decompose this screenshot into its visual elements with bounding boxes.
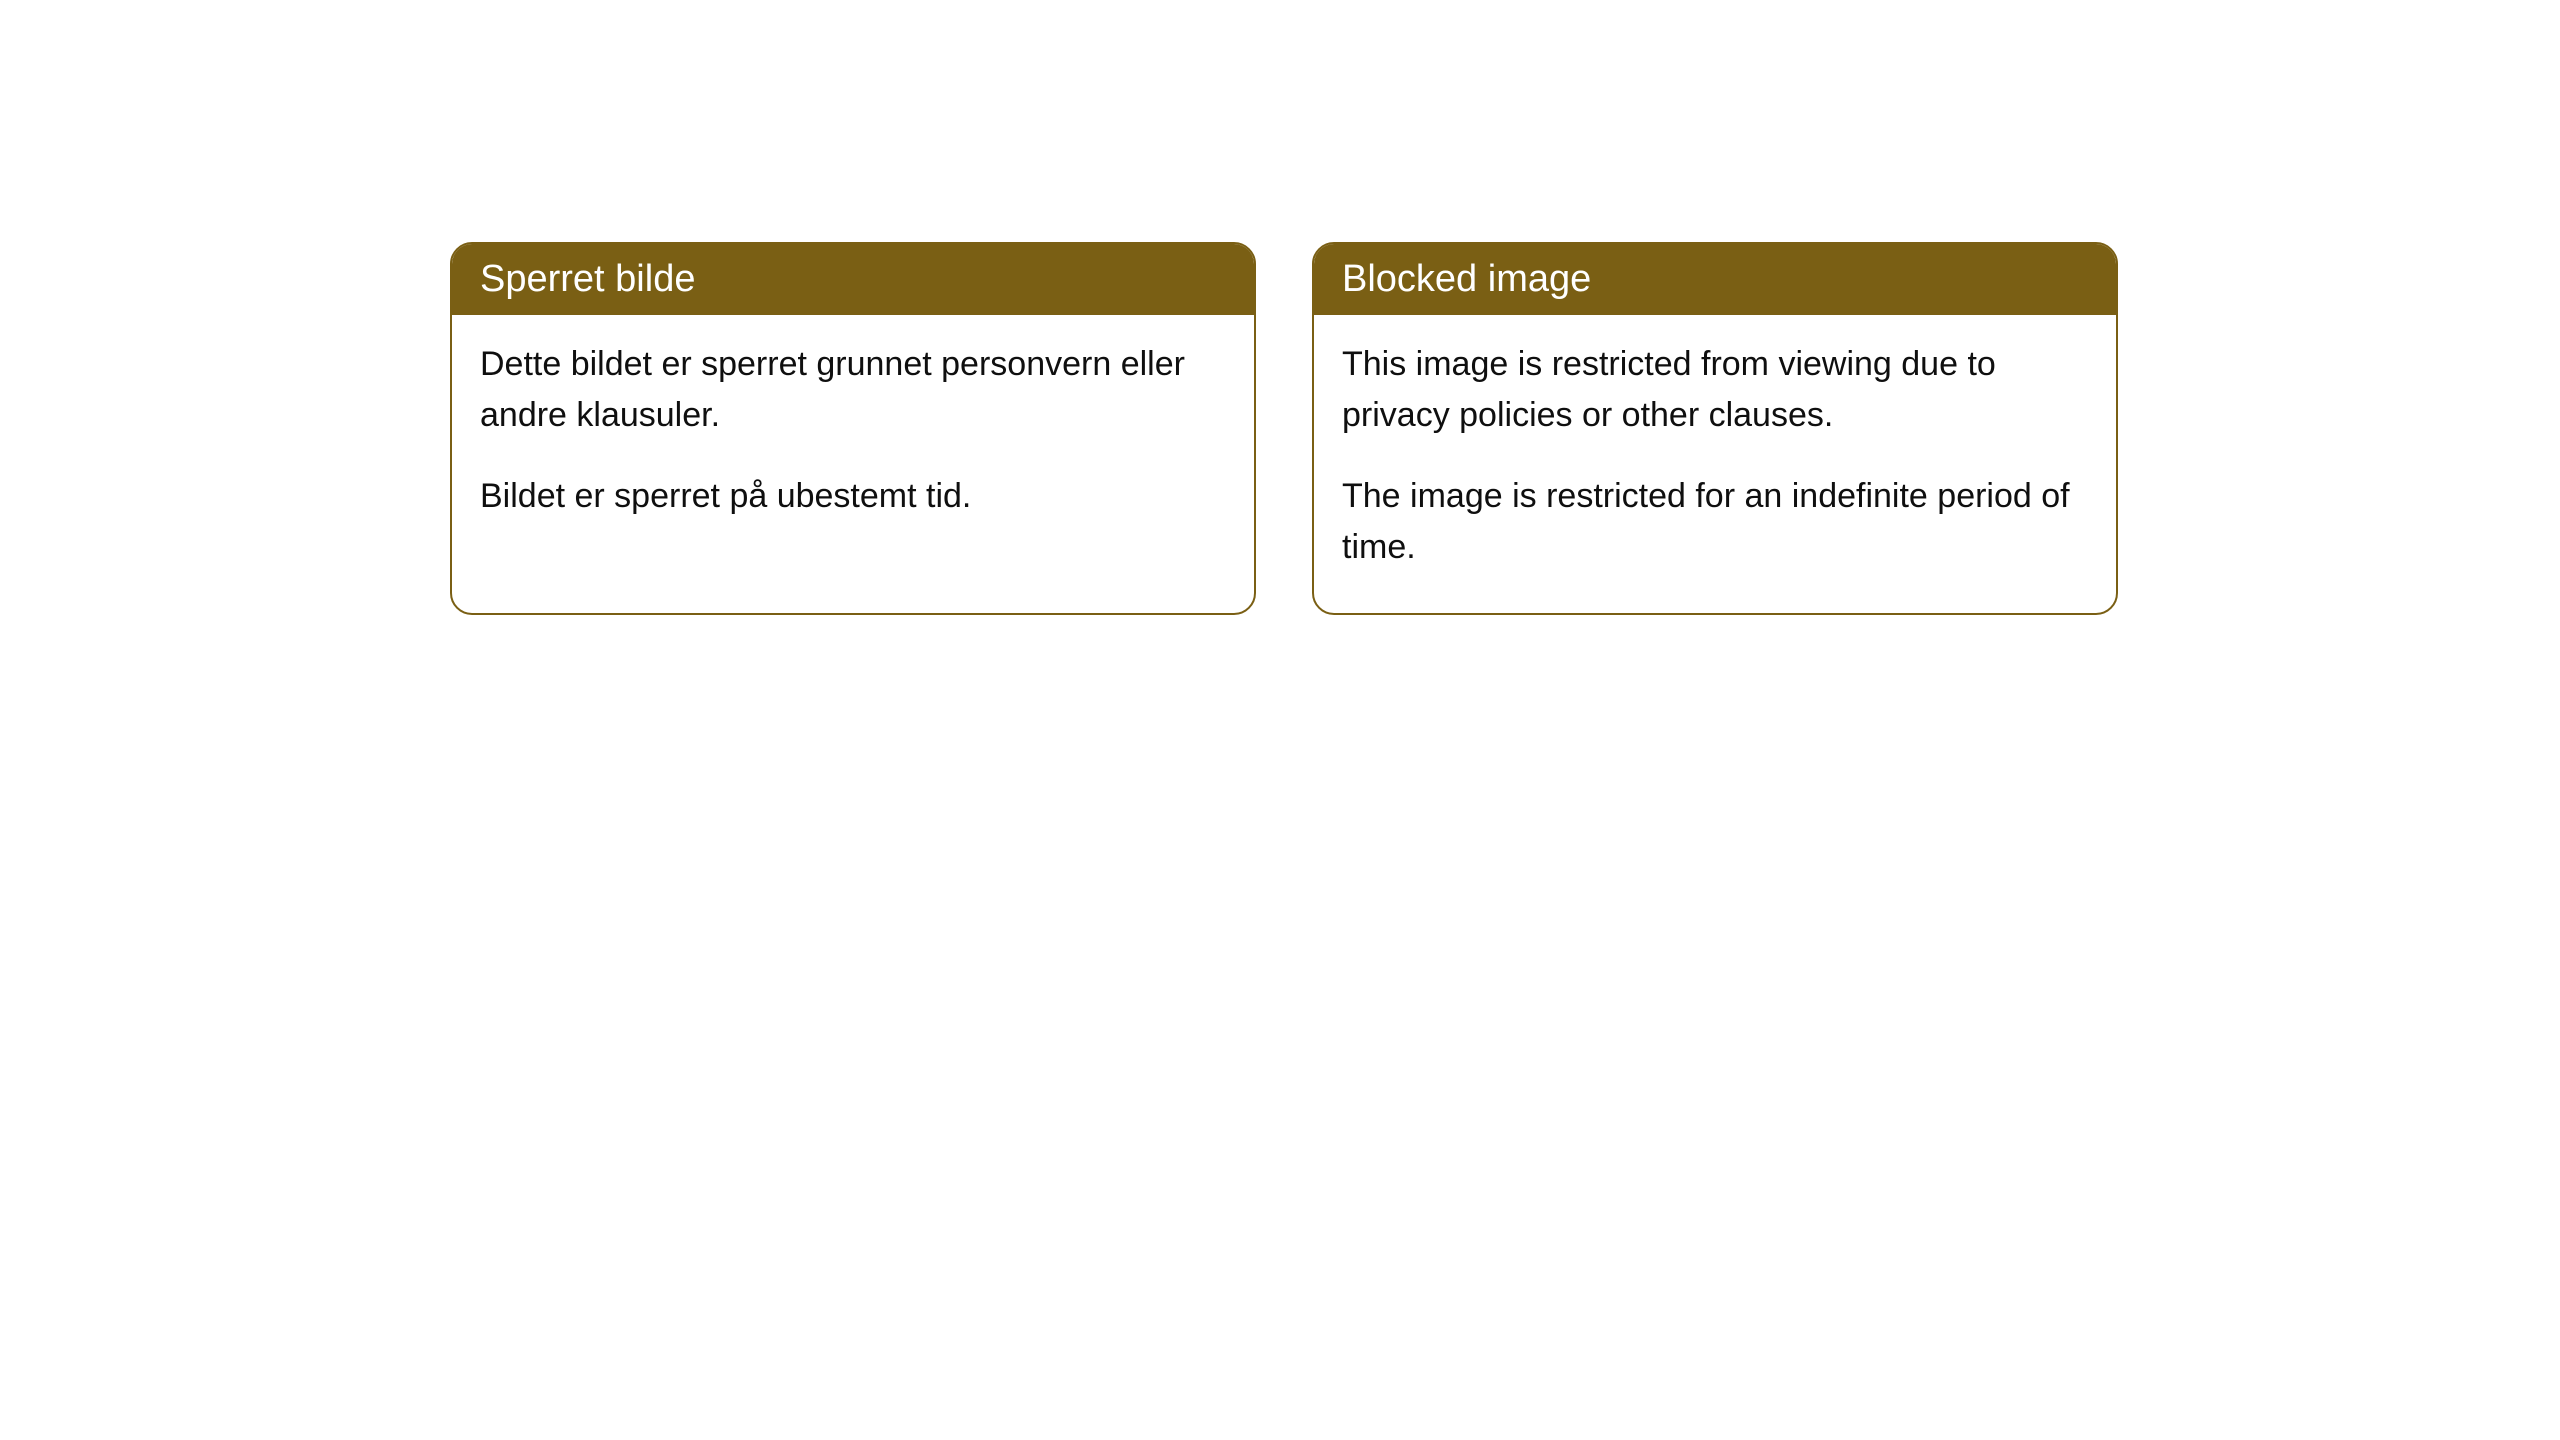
notice-cards-container: Sperret bilde Dette bildet er sperret gr… [450, 242, 2118, 615]
card-paragraph: Dette bildet er sperret grunnet personve… [480, 339, 1226, 441]
card-body: This image is restricted from viewing du… [1314, 315, 2116, 613]
card-header: Blocked image [1314, 244, 2116, 315]
card-header: Sperret bilde [452, 244, 1254, 315]
card-paragraph: Bildet er sperret på ubestemt tid. [480, 471, 1226, 522]
card-paragraph: The image is restricted for an indefinit… [1342, 471, 2088, 573]
notice-card-english: Blocked image This image is restricted f… [1312, 242, 2118, 615]
card-body: Dette bildet er sperret grunnet personve… [452, 315, 1254, 562]
notice-card-norwegian: Sperret bilde Dette bildet er sperret gr… [450, 242, 1256, 615]
card-title: Blocked image [1342, 258, 1591, 300]
card-title: Sperret bilde [480, 258, 695, 300]
card-paragraph: This image is restricted from viewing du… [1342, 339, 2088, 441]
